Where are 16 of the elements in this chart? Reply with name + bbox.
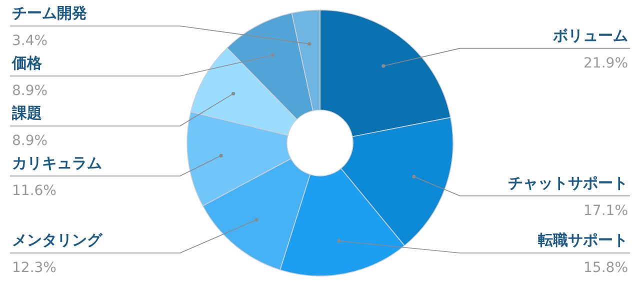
data-label: 8.9% — [12, 83, 48, 99]
data-label: 15.8% — [584, 260, 628, 276]
data-label: 8.9% — [12, 133, 48, 149]
slice-label: メンタリング — [12, 231, 103, 249]
data-label: 3.4% — [12, 33, 48, 49]
slice-label: 価格 — [11, 54, 43, 72]
data-label: 12.3% — [12, 260, 56, 276]
slice-label: カリキュラム — [12, 154, 102, 172]
slice-label: 転職サポート — [538, 231, 628, 249]
data-label: 17.1% — [584, 202, 628, 219]
slice-label: 課題 — [11, 104, 42, 122]
slice-label: チャットサポート — [508, 174, 628, 192]
slice-label: チーム開発 — [12, 4, 87, 22]
slice-label: ボリューム — [552, 26, 628, 44]
data-label: 21.9% — [584, 55, 628, 72]
data-label: 11.6% — [12, 183, 56, 199]
